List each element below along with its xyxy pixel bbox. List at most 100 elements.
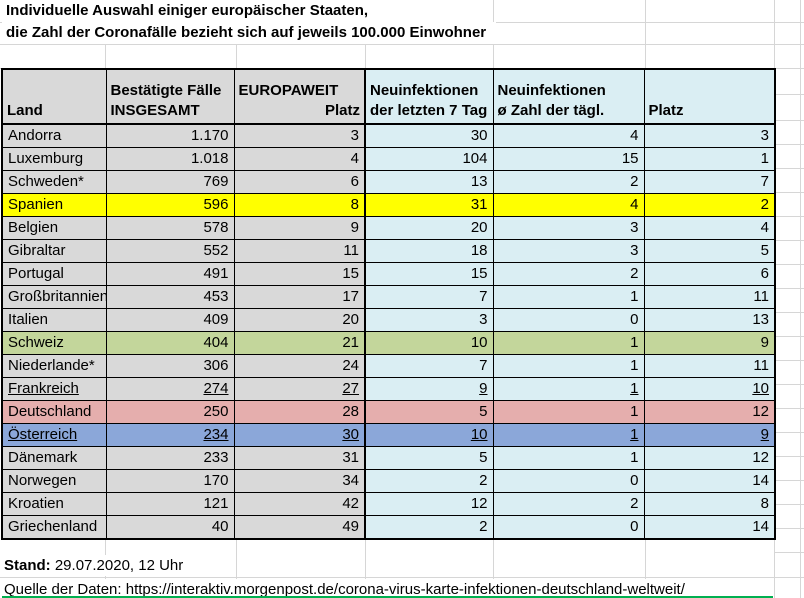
cell-value[interactable]: 9 xyxy=(233,216,366,240)
cell-value[interactable]: 9 xyxy=(643,331,776,355)
header-cell-insgesamt[interactable]: Bestätigte Fälle INSGESAMT xyxy=(105,68,235,125)
sheet-title-line1[interactable]: Individuelle Auswahl einiger europäische… xyxy=(2,0,379,22)
cell-value[interactable]: 2 xyxy=(492,492,645,516)
header-cell-land[interactable]: Land xyxy=(1,68,107,125)
cell-value[interactable]: 453 xyxy=(105,285,235,309)
cell-value[interactable]: 170 xyxy=(105,469,235,493)
cell-value[interactable]: 10 xyxy=(643,377,776,401)
cell-value[interactable]: 31 xyxy=(233,446,366,470)
cell-value[interactable]: 1 xyxy=(492,331,645,355)
header-cell-platz[interactable]: Platz xyxy=(643,68,776,125)
cell-value[interactable]: 0 xyxy=(492,469,645,493)
cell-value[interactable]: 1.170 xyxy=(105,123,235,148)
cell-value[interactable]: 8 xyxy=(643,492,776,516)
cell-value[interactable]: 30 xyxy=(233,423,366,447)
cell-value[interactable]: 20 xyxy=(364,216,494,240)
cell-value[interactable]: 14 xyxy=(643,515,776,540)
cell-value[interactable]: 4 xyxy=(643,216,776,240)
cell-value[interactable]: 30 xyxy=(364,123,494,148)
cell-value[interactable]: 409 xyxy=(105,308,235,332)
cell-value[interactable]: 9 xyxy=(364,377,494,401)
cell-value[interactable]: 6 xyxy=(233,170,366,194)
cell-value[interactable]: 2 xyxy=(492,262,645,286)
cell-value[interactable]: 2 xyxy=(492,170,645,194)
cell-value[interactable]: 34 xyxy=(233,469,366,493)
cell-value[interactable]: 2 xyxy=(364,469,494,493)
cell-value[interactable]: 7 xyxy=(364,285,494,309)
cell-value[interactable]: 5 xyxy=(364,400,494,424)
cell-value[interactable]: 1 xyxy=(492,377,645,401)
cell-value[interactable]: 0 xyxy=(492,515,645,540)
cell-country[interactable]: Niederlande* xyxy=(1,354,107,378)
cell-country[interactable]: Österreich xyxy=(1,423,107,447)
cell-country[interactable]: Norwegen xyxy=(1,469,107,493)
cell-value[interactable]: 3 xyxy=(364,308,494,332)
cell-country[interactable]: Kroatien xyxy=(1,492,107,516)
cell-value[interactable]: 49 xyxy=(233,515,366,540)
cell-value[interactable]: 2 xyxy=(643,193,776,217)
cell-value[interactable]: 121 xyxy=(105,492,235,516)
cell-country[interactable]: Portugal xyxy=(1,262,107,286)
cell-country[interactable]: Dänemark xyxy=(1,446,107,470)
header-cell-europaweit-platz[interactable]: EUROPAWEIT Platz xyxy=(233,68,366,125)
cell-value[interactable]: 10 xyxy=(364,423,494,447)
cell-value[interactable]: 1 xyxy=(492,285,645,309)
cell-value[interactable]: 12 xyxy=(364,492,494,516)
cell-country[interactable]: Schweden* xyxy=(1,170,107,194)
data-source-line[interactable]: Quelle der Daten: https://interaktiv.mor… xyxy=(2,579,693,598)
cell-value[interactable]: 5 xyxy=(364,446,494,470)
cell-value[interactable]: 2 xyxy=(364,515,494,540)
cell-value[interactable]: 12 xyxy=(643,446,776,470)
cell-value[interactable]: 3 xyxy=(492,239,645,263)
cell-value[interactable]: 40 xyxy=(105,515,235,540)
cell-value[interactable]: 1.018 xyxy=(105,147,235,171)
cell-value[interactable]: 596 xyxy=(105,193,235,217)
cell-value[interactable]: 4 xyxy=(233,147,366,171)
cell-value[interactable]: 6 xyxy=(643,262,776,286)
cell-value[interactable]: 1 xyxy=(492,446,645,470)
cell-value[interactable]: 11 xyxy=(233,239,366,263)
cell-value[interactable]: 552 xyxy=(105,239,235,263)
cell-value[interactable]: 0 xyxy=(492,308,645,332)
cell-value[interactable]: 27 xyxy=(233,377,366,401)
cell-value[interactable]: 14 xyxy=(643,469,776,493)
cell-value[interactable]: 1 xyxy=(492,354,645,378)
cell-country[interactable]: Großbritannien xyxy=(1,285,107,309)
cell-value[interactable]: 21 xyxy=(233,331,366,355)
sheet-title-line2[interactable]: die Zahl der Coronafälle bezieht sich au… xyxy=(2,22,497,44)
cell-value[interactable]: 13 xyxy=(643,308,776,332)
cell-country[interactable]: Griechenland xyxy=(1,515,107,540)
cell-value[interactable]: 769 xyxy=(105,170,235,194)
cell-value[interactable]: 3 xyxy=(492,216,645,240)
header-cell-neuinfektionen-taeglich[interactable]: Neuinfektionen ø Zahl der tägl. xyxy=(492,68,645,125)
cell-value[interactable]: 24 xyxy=(233,354,366,378)
cell-value[interactable]: 234 xyxy=(105,423,235,447)
cell-value[interactable]: 10 xyxy=(364,331,494,355)
cell-value[interactable]: 404 xyxy=(105,331,235,355)
cell-value[interactable]: 28 xyxy=(233,400,366,424)
cell-value[interactable]: 104 xyxy=(364,147,494,171)
cell-value[interactable]: 1 xyxy=(643,147,776,171)
cell-value[interactable]: 578 xyxy=(105,216,235,240)
cell-value[interactable]: 20 xyxy=(233,308,366,332)
cell-value[interactable]: 13 xyxy=(364,170,494,194)
cell-value[interactable]: 5 xyxy=(643,239,776,263)
cell-country[interactable]: Luxemburg xyxy=(1,147,107,171)
header-cell-neuinfektionen-7-tage[interactable]: Neuinfektionen der letzten 7 Tag xyxy=(364,68,494,125)
cell-value[interactable]: 11 xyxy=(643,285,776,309)
cell-value[interactable]: 15 xyxy=(233,262,366,286)
cell-value[interactable]: 250 xyxy=(105,400,235,424)
cell-value[interactable]: 42 xyxy=(233,492,366,516)
cell-value[interactable]: 233 xyxy=(105,446,235,470)
cell-value[interactable]: 1 xyxy=(492,400,645,424)
cell-value[interactable]: 31 xyxy=(364,193,494,217)
cell-value[interactable]: 18 xyxy=(364,239,494,263)
cell-value[interactable]: 491 xyxy=(105,262,235,286)
cell-value[interactable]: 7 xyxy=(643,170,776,194)
cell-country[interactable]: Italien xyxy=(1,308,107,332)
cell-value[interactable]: 12 xyxy=(643,400,776,424)
cell-value[interactable]: 274 xyxy=(105,377,235,401)
cell-country[interactable]: Belgien xyxy=(1,216,107,240)
cell-country[interactable]: Gibraltar xyxy=(1,239,107,263)
cell-value[interactable]: 9 xyxy=(643,423,776,447)
